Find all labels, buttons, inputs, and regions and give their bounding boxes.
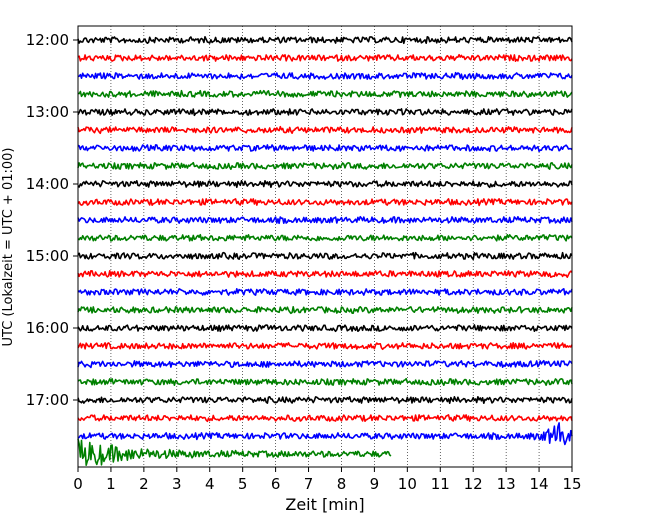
x-tick-label: 0 <box>73 475 83 493</box>
trace-line <box>77 53 573 62</box>
trace-line <box>77 414 573 423</box>
y-axis-label: UTC (Lokalzeit = UTC + 01:00) <box>1 148 16 347</box>
x-axis-label: Zeit [min] <box>285 495 364 514</box>
x-tick-label: 15 <box>562 475 581 493</box>
trace-line <box>77 215 573 225</box>
trace-line <box>77 71 573 81</box>
trace-line <box>77 422 573 446</box>
y-tick-label: 17:00 <box>26 391 69 409</box>
x-tick-label: 9 <box>370 475 380 493</box>
x-tick-label: 10 <box>398 475 417 493</box>
trace-line <box>77 306 573 315</box>
trace-line <box>77 198 573 207</box>
trace-line <box>77 108 573 117</box>
trace-line <box>77 288 573 296</box>
plot-frame <box>77 25 573 468</box>
x-tick-label: 1 <box>106 475 116 493</box>
x-tick-label: 11 <box>431 475 450 493</box>
x-tick-label: 8 <box>337 475 347 493</box>
x-tick-label: 14 <box>530 475 549 493</box>
trace-line <box>77 359 573 369</box>
seismic-traces <box>77 36 573 466</box>
y-tick-label: 14:00 <box>26 175 69 193</box>
trace-line <box>77 125 573 135</box>
x-tick-label: 7 <box>304 475 314 493</box>
trace-line <box>77 233 573 242</box>
x-tick-label: 5 <box>238 475 248 493</box>
trace-line <box>77 89 573 98</box>
trace-line <box>77 144 573 153</box>
trace-line <box>77 324 573 333</box>
y-tick-label: 13:00 <box>26 103 69 121</box>
y-tick-label: 12:00 <box>26 31 69 49</box>
x-axis-ticks: 0 1 2 3 4 5 6 7 8 9 10 11 12 13 14 15 <box>73 467 582 493</box>
x-tick-label: 3 <box>172 475 182 493</box>
trace-line <box>77 377 573 386</box>
plot-area <box>78 26 572 467</box>
y-tick-label: 16:00 <box>26 319 69 337</box>
trace-line <box>77 396 573 404</box>
x-tick-label: 2 <box>139 475 149 493</box>
y-tick-label: 15:00 <box>26 247 69 265</box>
trace-line <box>77 180 573 189</box>
x-tick-label: 4 <box>205 475 215 493</box>
trace-line <box>77 251 573 261</box>
y-axis-ticks: 12:00 13:00 14:00 15:00 16:00 17:00 <box>26 31 78 409</box>
trace-line <box>77 438 392 466</box>
x-tick-label: 13 <box>497 475 516 493</box>
trace-line <box>77 270 573 278</box>
x-tick-label: 12 <box>464 475 483 493</box>
trace-line <box>77 342 573 351</box>
trace-line <box>77 36 573 45</box>
x-tick-label: 6 <box>271 475 281 493</box>
trace-line <box>77 161 573 170</box>
